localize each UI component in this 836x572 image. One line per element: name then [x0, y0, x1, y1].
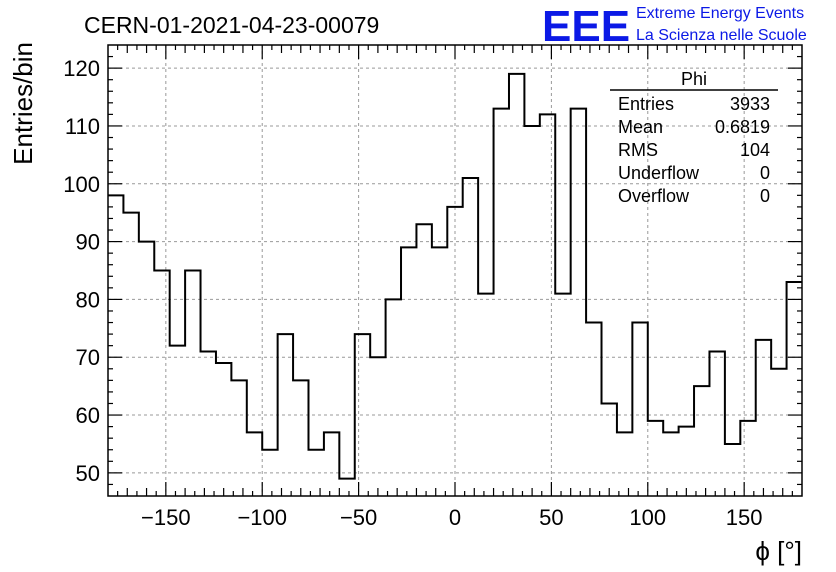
- x-tick-label: 0: [449, 505, 461, 530]
- x-tick-labels: −150 −100 −50 0 50 100 150: [141, 505, 762, 530]
- histogram-bin: [478, 294, 493, 496]
- histogram-bin: [709, 351, 724, 496]
- histogram-bin: [463, 178, 478, 496]
- histogram-bin: [679, 427, 694, 496]
- logo-line-2: La Scienza nelle Scuole: [636, 27, 807, 44]
- histogram-bin: [262, 450, 277, 496]
- stats-value: 0.6819: [715, 117, 770, 137]
- histogram-bin: [771, 369, 786, 496]
- histogram-bin: [370, 357, 385, 496]
- y-tick-label: 100: [63, 172, 100, 197]
- histogram-bin: [740, 421, 755, 496]
- histogram-bin: [355, 334, 370, 496]
- grid-lines: [108, 45, 802, 496]
- histogram-bin: [524, 126, 539, 496]
- histogram-bin: [555, 294, 570, 496]
- histogram-bin: [432, 247, 447, 496]
- stats-label: Entries: [618, 94, 674, 114]
- chart-title: CERN-01-2021-04-23-00079: [84, 12, 379, 38]
- histogram-bin: [386, 299, 401, 496]
- stats-box: Phi Entries 3933 Mean 0.6819 RMS 104 Underflow…: [610, 69, 778, 206]
- histogram-bin: [725, 444, 740, 496]
- x-tick-label: −150: [141, 505, 191, 530]
- histogram-bin: [648, 421, 663, 496]
- histogram-bin: [787, 282, 802, 496]
- stats-label: RMS: [618, 140, 658, 160]
- stats-value: 0: [760, 163, 770, 183]
- histogram-bin: [571, 109, 586, 496]
- histogram-bin: [123, 213, 138, 496]
- histogram-bin: [401, 247, 416, 496]
- histogram-bin: [339, 479, 354, 496]
- histogram-bin: [447, 207, 462, 496]
- histogram-bin: [216, 363, 231, 496]
- histogram-bin: [632, 323, 647, 496]
- logo-line-1: Extreme Energy Events: [636, 5, 804, 22]
- y-tick-label: 70: [76, 345, 100, 370]
- y-tick-label: 90: [76, 230, 100, 255]
- histogram-bin: [509, 74, 524, 496]
- stats-label: Underflow: [618, 163, 700, 183]
- histogram-bin: [494, 109, 509, 496]
- histogram-bin: [293, 380, 308, 496]
- x-tick-label: 150: [726, 505, 763, 530]
- histogram-outline: [108, 72, 802, 480]
- histogram-bin: [416, 224, 431, 496]
- x-tick-label: −100: [237, 505, 287, 530]
- y-tick-label: 50: [76, 461, 100, 486]
- histogram-bin: [231, 380, 246, 496]
- histogram-bin: [278, 334, 293, 496]
- x-tick-label: −50: [340, 505, 377, 530]
- y-tick-label: 110: [65, 114, 100, 139]
- histogram-bin: [617, 432, 632, 496]
- y-tick-label: 120: [63, 56, 100, 81]
- x-tick-label: 50: [539, 505, 563, 530]
- stats-title: Phi: [681, 69, 707, 89]
- stats-value: 0: [760, 186, 770, 206]
- histogram-bins: [108, 72, 802, 497]
- stats-value: 104: [740, 140, 770, 160]
- histogram-bin: [308, 450, 323, 496]
- eee-logo: EEE Extreme Energy Events La Scienza nel…: [542, 2, 807, 51]
- logo-mark: EEE: [542, 2, 630, 51]
- x-tick-label: 100: [629, 505, 666, 530]
- histogram-bin: [201, 351, 216, 496]
- histogram-bin: [663, 432, 678, 496]
- histogram-bin: [602, 403, 617, 496]
- y-tick-labels: 50 60 70 80 90 100 110 120: [63, 56, 100, 486]
- histogram-bin: [586, 323, 601, 496]
- histogram-bin: [170, 346, 185, 496]
- histogram-bin: [540, 114, 555, 496]
- histogram-bin: [247, 432, 262, 496]
- stats-value: 3933: [730, 94, 770, 114]
- histogram-bin: [185, 271, 200, 497]
- histogram-bin: [324, 432, 339, 496]
- histogram-bin: [154, 271, 169, 497]
- y-axis-title: Entries/bin: [8, 42, 38, 165]
- axis-ticks: [108, 45, 802, 496]
- histogram-bin: [694, 386, 709, 496]
- histogram-bin: [756, 340, 771, 496]
- stats-label: Overflow: [618, 186, 690, 206]
- histogram-bin: [139, 242, 154, 496]
- x-axis-title: ϕ [°]: [755, 536, 802, 566]
- stats-label: Mean: [618, 117, 663, 137]
- y-tick-label: 60: [76, 403, 100, 428]
- y-tick-label: 80: [76, 287, 100, 312]
- stats-rows: Entries 3933 Mean 0.6819 RMS 104 Underflow 0 Ove…: [618, 94, 770, 206]
